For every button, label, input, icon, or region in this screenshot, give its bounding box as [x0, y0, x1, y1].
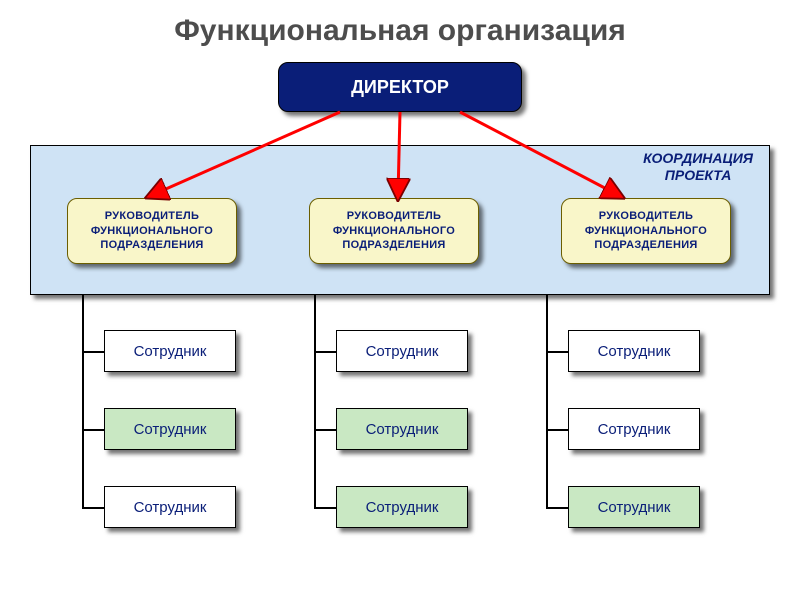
- employee-label: Сотрудник: [598, 499, 671, 516]
- connector: [314, 507, 336, 509]
- employee-node: Сотрудник: [104, 408, 236, 450]
- coordination-label: КООРДИНАЦИЯПРОЕКТА: [643, 150, 753, 184]
- manager-node-2: РУКОВОДИТЕЛЬФУНКЦИОНАЛЬНОГОПОДРАЗДЕЛЕНИЯ: [309, 198, 479, 264]
- connector: [82, 507, 104, 509]
- manager-node-3: РУКОВОДИТЕЛЬФУНКЦИОНАЛЬНОГОПОДРАЗДЕЛЕНИЯ: [561, 198, 731, 264]
- employee-label: Сотрудник: [366, 499, 439, 516]
- coordination-text: КООРДИНАЦИЯПРОЕКТА: [643, 150, 753, 183]
- employee-label: Сотрудник: [366, 421, 439, 438]
- connector: [82, 351, 104, 353]
- employee-node: Сотрудник: [336, 486, 468, 528]
- manager-node-1: РУКОВОДИТЕЛЬФУНКЦИОНАЛЬНОГОПОДРАЗДЕЛЕНИЯ: [67, 198, 237, 264]
- employee-node: Сотрудник: [568, 408, 700, 450]
- employee-node: Сотрудник: [104, 330, 236, 372]
- connector: [314, 351, 336, 353]
- connector: [546, 429, 568, 431]
- employee-node: Сотрудник: [104, 486, 236, 528]
- connector: [546, 295, 548, 507]
- connector: [546, 351, 568, 353]
- employee-label: Сотрудник: [598, 421, 671, 438]
- employee-label: Сотрудник: [134, 421, 207, 438]
- employee-label: Сотрудник: [598, 343, 671, 360]
- director-label: ДИРЕКТОР: [351, 77, 449, 98]
- employee-label: Сотрудник: [366, 343, 439, 360]
- manager-label: РУКОВОДИТЕЛЬФУНКЦИОНАЛЬНОГОПОДРАЗДЕЛЕНИЯ: [333, 209, 455, 254]
- connector: [82, 295, 84, 507]
- employee-node: Сотрудник: [336, 408, 468, 450]
- connector: [546, 507, 568, 509]
- director-node: ДИРЕКТОР: [278, 62, 522, 112]
- connector: [314, 429, 336, 431]
- employee-node: Сотрудник: [336, 330, 468, 372]
- connector: [314, 295, 316, 507]
- managers-panel: КООРДИНАЦИЯПРОЕКТА РУКОВОДИТЕЛЬФУНКЦИОНА…: [30, 145, 770, 295]
- employee-label: Сотрудник: [134, 343, 207, 360]
- manager-label: РУКОВОДИТЕЛЬФУНКЦИОНАЛЬНОГОПОДРАЗДЕЛЕНИЯ: [91, 209, 213, 254]
- employee-node: Сотрудник: [568, 486, 700, 528]
- employee-node: Сотрудник: [568, 330, 700, 372]
- page-title: Функциональная организация: [0, 14, 800, 48]
- manager-label: РУКОВОДИТЕЛЬФУНКЦИОНАЛЬНОГОПОДРАЗДЕЛЕНИЯ: [585, 209, 707, 254]
- connector: [82, 429, 104, 431]
- employee-label: Сотрудник: [134, 499, 207, 516]
